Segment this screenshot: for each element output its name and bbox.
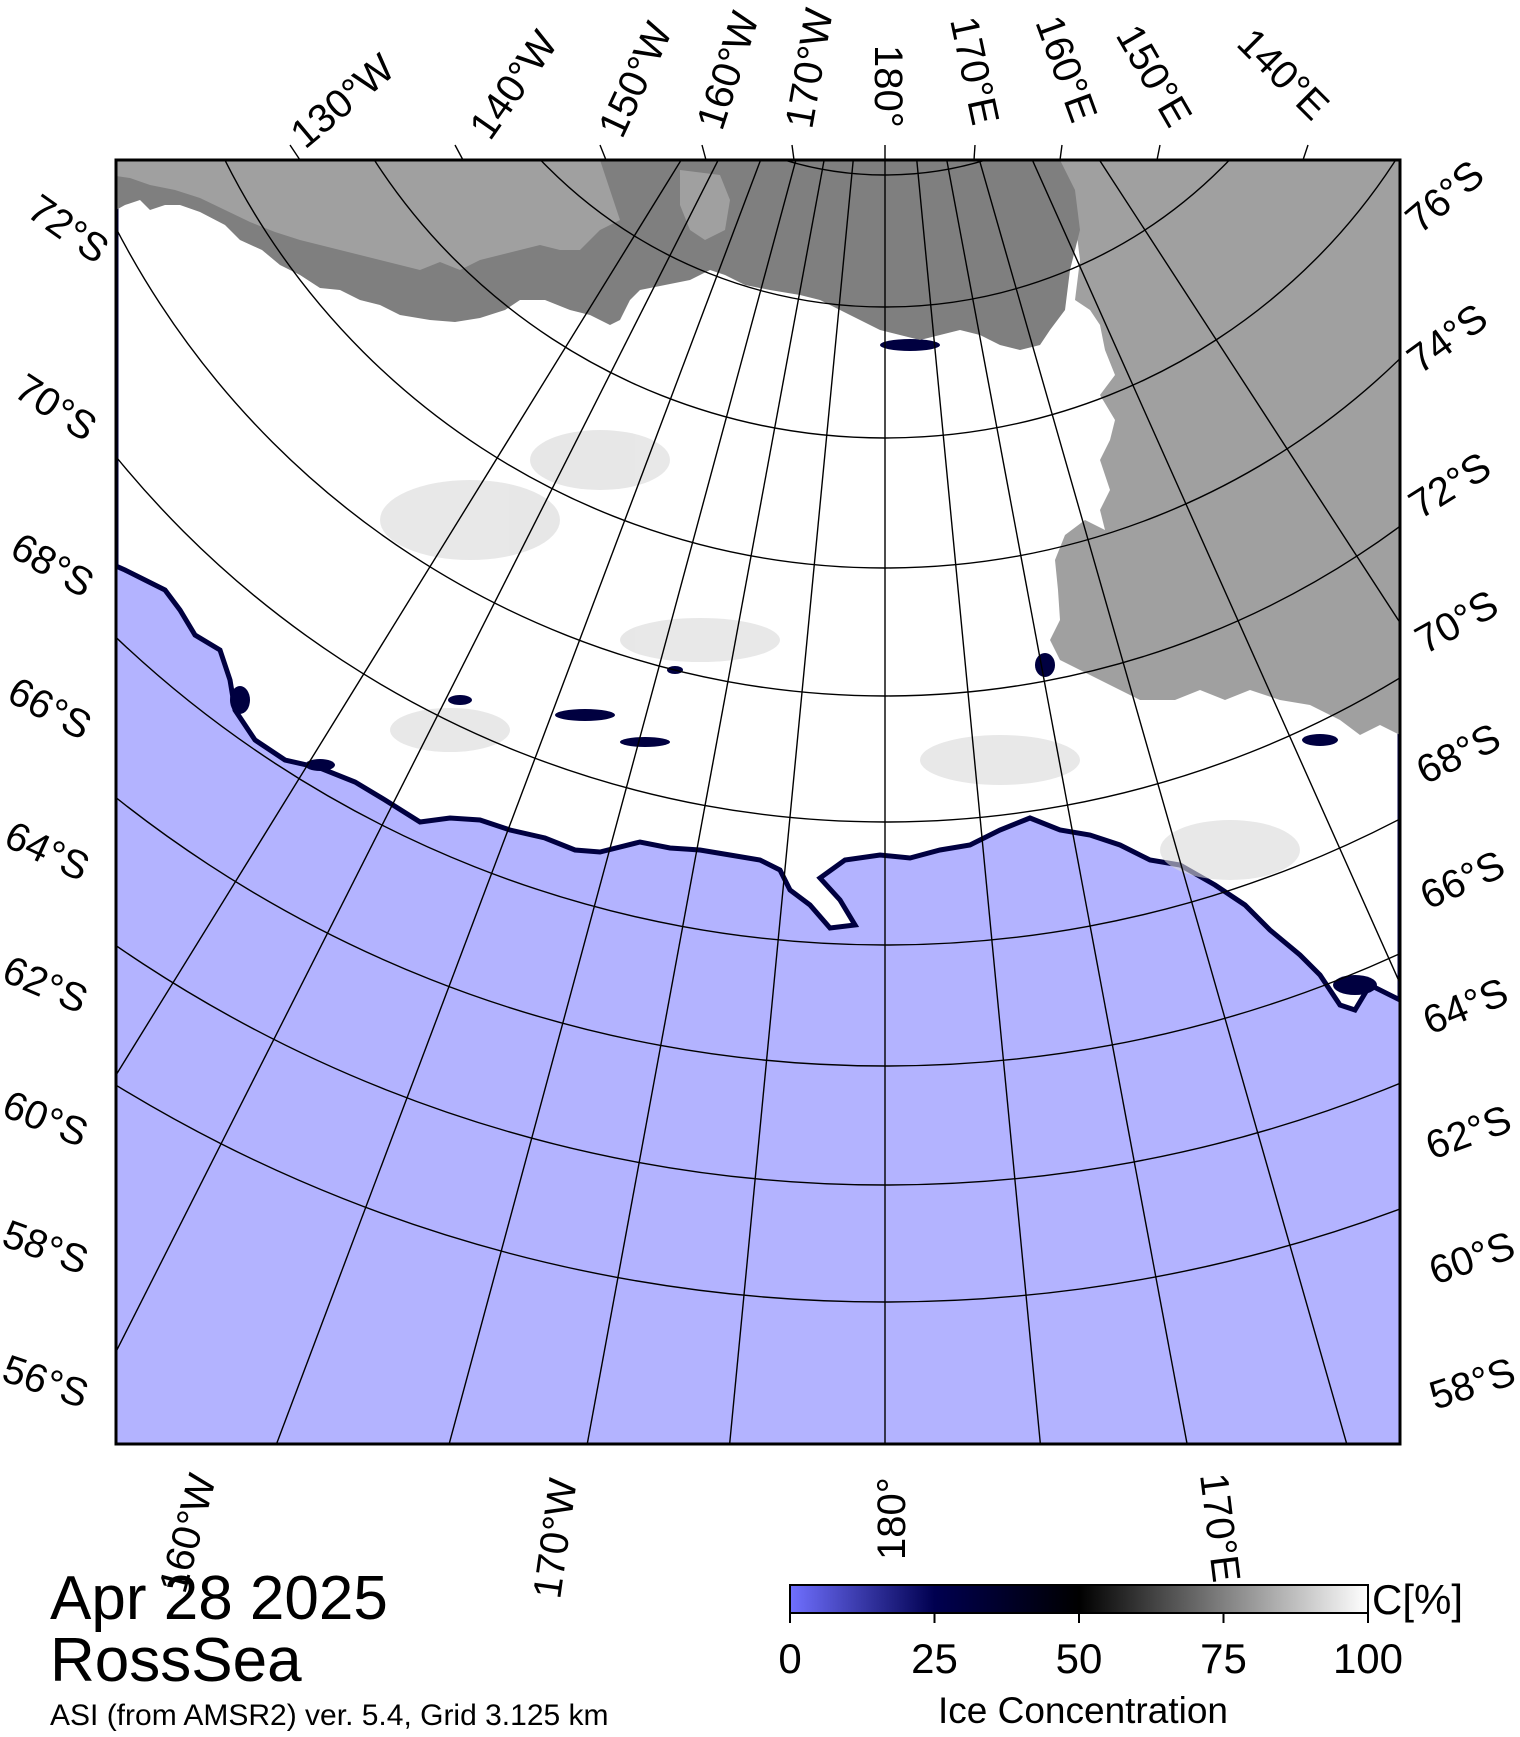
lat-label-left: 64°S <box>0 813 96 890</box>
right-latitude-labels: 76°S 74°S 72°S 70°S 68°S 66°S 64°S 62°S … <box>1398 152 1520 1418</box>
lat-label-left: 72°S <box>20 186 117 272</box>
lon-label-top: 160°W <box>689 6 768 134</box>
product-info: ASI (from AMSR2) ver. 5.4, Grid 3.125 km <box>50 1699 609 1732</box>
lat-label-left: 70°S <box>7 366 104 450</box>
lat-label-right: 68°S <box>1410 715 1508 793</box>
frame-ticks <box>289 144 1309 161</box>
land-patch <box>680 170 730 240</box>
colorbar-tick-label: 75 <box>1200 1635 1247 1682</box>
lat-label-left: 66°S <box>1 669 99 749</box>
lat-label-left: 62°S <box>0 948 94 1023</box>
lat-label-right: 70°S <box>1408 582 1506 663</box>
lon-label-top: 150°E <box>1107 18 1200 135</box>
left-latitude-labels: 72°S 70°S 68°S 66°S 64°S 62°S 60°S 58°S … <box>0 186 116 1417</box>
lon-label-top: 180° <box>866 45 910 128</box>
lon-label-bottom: 170°W <box>525 1476 585 1602</box>
lat-label-right: 72°S <box>1401 444 1498 528</box>
map-frame <box>114 158 1402 1446</box>
colorbar-ticks <box>789 1613 1369 1623</box>
colorbar-unit: C[%] <box>1372 1576 1463 1623</box>
sea-ice-cover <box>116 160 1400 1014</box>
lat-label-left: 68°S <box>4 525 101 607</box>
colorbar-gradient <box>789 1584 1369 1614</box>
graticule <box>116 160 1400 1444</box>
colorbar: 0 25 50 75 100 C[%] Ice Concentration <box>778 1576 1463 1731</box>
map-area <box>116 160 1400 1444</box>
land-victoria <box>1050 160 1400 735</box>
colorbar-title: Ice Concentration <box>938 1690 1228 1731</box>
lat-label-left: 58°S <box>0 1212 94 1283</box>
colorbar-tick-label: 25 <box>911 1635 958 1682</box>
lat-label-left: 56°S <box>0 1347 94 1417</box>
colorbar-tick-label: 100 <box>1333 1635 1403 1682</box>
ice-concentration-texture <box>380 430 1300 880</box>
map-date: Apr 28 2025 <box>50 1564 388 1633</box>
lon-label-top: 140°E <box>1229 20 1337 128</box>
lat-label-right: 60°S <box>1424 1224 1520 1294</box>
lat-label-right: 58°S <box>1424 1350 1520 1419</box>
colorbar-tick-label: 0 <box>778 1635 801 1682</box>
top-longitude-labels: 130°W 140°W 150°W 160°W 170°W 180° 170°E… <box>283 5 1338 157</box>
lon-label-top: 170°W <box>778 5 842 132</box>
lon-label-bottom: 180° <box>870 1477 914 1560</box>
lon-label-top: 150°W <box>590 16 681 144</box>
colorbar-tick-label: 50 <box>1056 1635 1103 1682</box>
lat-label-right: 62°S <box>1420 1097 1517 1168</box>
lat-label-left: 60°S <box>0 1083 94 1156</box>
lat-label-right: 64°S <box>1417 970 1514 1043</box>
map-region: RossSea <box>50 1626 302 1695</box>
lon-label-top: 130°W <box>283 46 404 157</box>
lon-label-bottom: 170°E <box>1191 1471 1248 1585</box>
land-marie-byrd <box>116 160 620 270</box>
lat-label-right: 76°S <box>1398 152 1493 242</box>
lon-label-top: 170°E <box>941 13 1007 129</box>
lon-label-top: 140°W <box>461 23 566 147</box>
lon-label-top: 160°E <box>1027 10 1106 128</box>
lat-label-right: 74°S <box>1399 295 1495 382</box>
lat-label-right: 66°S <box>1414 843 1512 919</box>
